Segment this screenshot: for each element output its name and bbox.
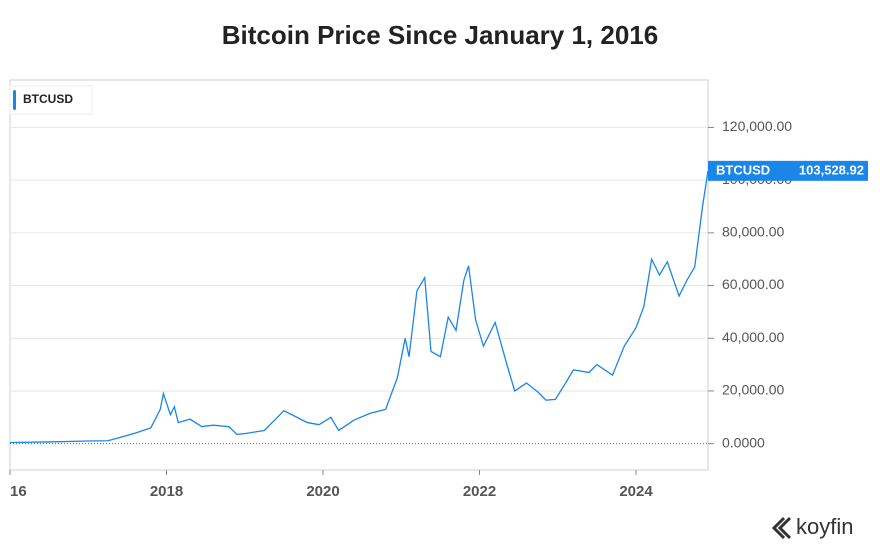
last-value-box	[708, 160, 868, 181]
y-tick-label: 120,000.00	[722, 118, 792, 134]
y-tick-label: 80,000.00	[722, 224, 784, 240]
x-tick-label: 2022	[463, 483, 496, 500]
x-tick-label: 2018	[150, 483, 183, 500]
logo: koyfin	[771, 514, 853, 540]
last-value-name: BTCUSD	[716, 162, 770, 177]
logo-text: koyfin	[796, 514, 853, 539]
legend-box	[9, 85, 93, 115]
legend-swatch	[13, 90, 16, 110]
price-line	[9, 170, 709, 444]
legend-label: BTCUSD	[23, 92, 73, 106]
x-tick-label: 16	[10, 483, 27, 500]
y-tick-label: 20,000.00	[722, 382, 784, 398]
chart-title: Bitcoin Price Since January 1, 2016	[222, 20, 658, 50]
y-tick-label: 0.0000	[722, 434, 765, 450]
y-tick-label: 60,000.00	[722, 276, 784, 292]
logo-icon	[771, 516, 792, 540]
x-tick-label: 2020	[306, 483, 339, 500]
x-tick-label: 2024	[619, 483, 653, 500]
y-tick-label: 40,000.00	[722, 329, 784, 345]
plot-frame	[9, 79, 709, 471]
last-value-label: 103,528.92	[799, 162, 864, 177]
